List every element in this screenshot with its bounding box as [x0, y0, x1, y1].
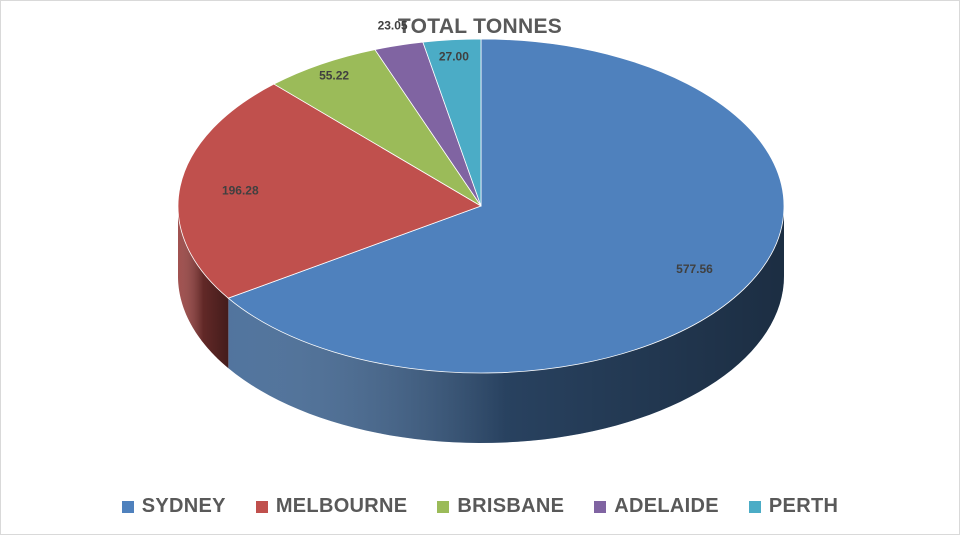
data-label-sydney: 577.56	[676, 262, 713, 276]
data-label-adelaide: 23.05	[378, 18, 408, 32]
data-label-perth: 27.00	[439, 49, 469, 63]
slice-perth	[422, 38, 482, 207]
legend-item-brisbane: BRISBANE	[437, 495, 564, 518]
legend-label-adelaide: ADELAIDE	[614, 495, 719, 517]
legend-label-perth: PERTH	[768, 495, 839, 517]
legend-item-adelaide: ADELAIDE	[594, 495, 719, 518]
legend-label-brisbane: BRISBANE	[457, 495, 565, 517]
legend-swatch-brisbane	[437, 500, 450, 513]
legend-swatch-sydney	[121, 500, 134, 513]
slice-side-shade-sydney	[228, 206, 785, 443]
legend-item-sydney: SYDNEY	[121, 495, 226, 518]
legend-swatch-melbourne	[255, 500, 268, 513]
chart-title: TOTAL TONNES	[397, 15, 563, 38]
legend-swatch-perth	[748, 500, 761, 513]
data-label-brisbane: 55.22	[319, 68, 349, 82]
legend-label-melbourne: MELBOURNE	[275, 495, 408, 517]
legend: SYDNEY MELBOURNE BRISBANE ADELAIDE PERTH	[1, 495, 959, 518]
legend-item-perth: PERTH	[748, 495, 839, 518]
legend-item-melbourne: MELBOURNE	[255, 495, 408, 518]
pie-chart: 577.56 196.28 55.22 23.05 27.00	[177, 18, 785, 443]
legend-swatch-adelaide	[594, 500, 607, 513]
slice-side-shade-melbourne	[178, 206, 229, 369]
slice-sydney	[227, 38, 785, 374]
slice-melbourne	[177, 83, 482, 299]
slice-brisbane	[273, 49, 482, 207]
data-label-melbourne: 196.28	[222, 183, 259, 197]
legend-label-sydney: SYDNEY	[141, 495, 226, 517]
